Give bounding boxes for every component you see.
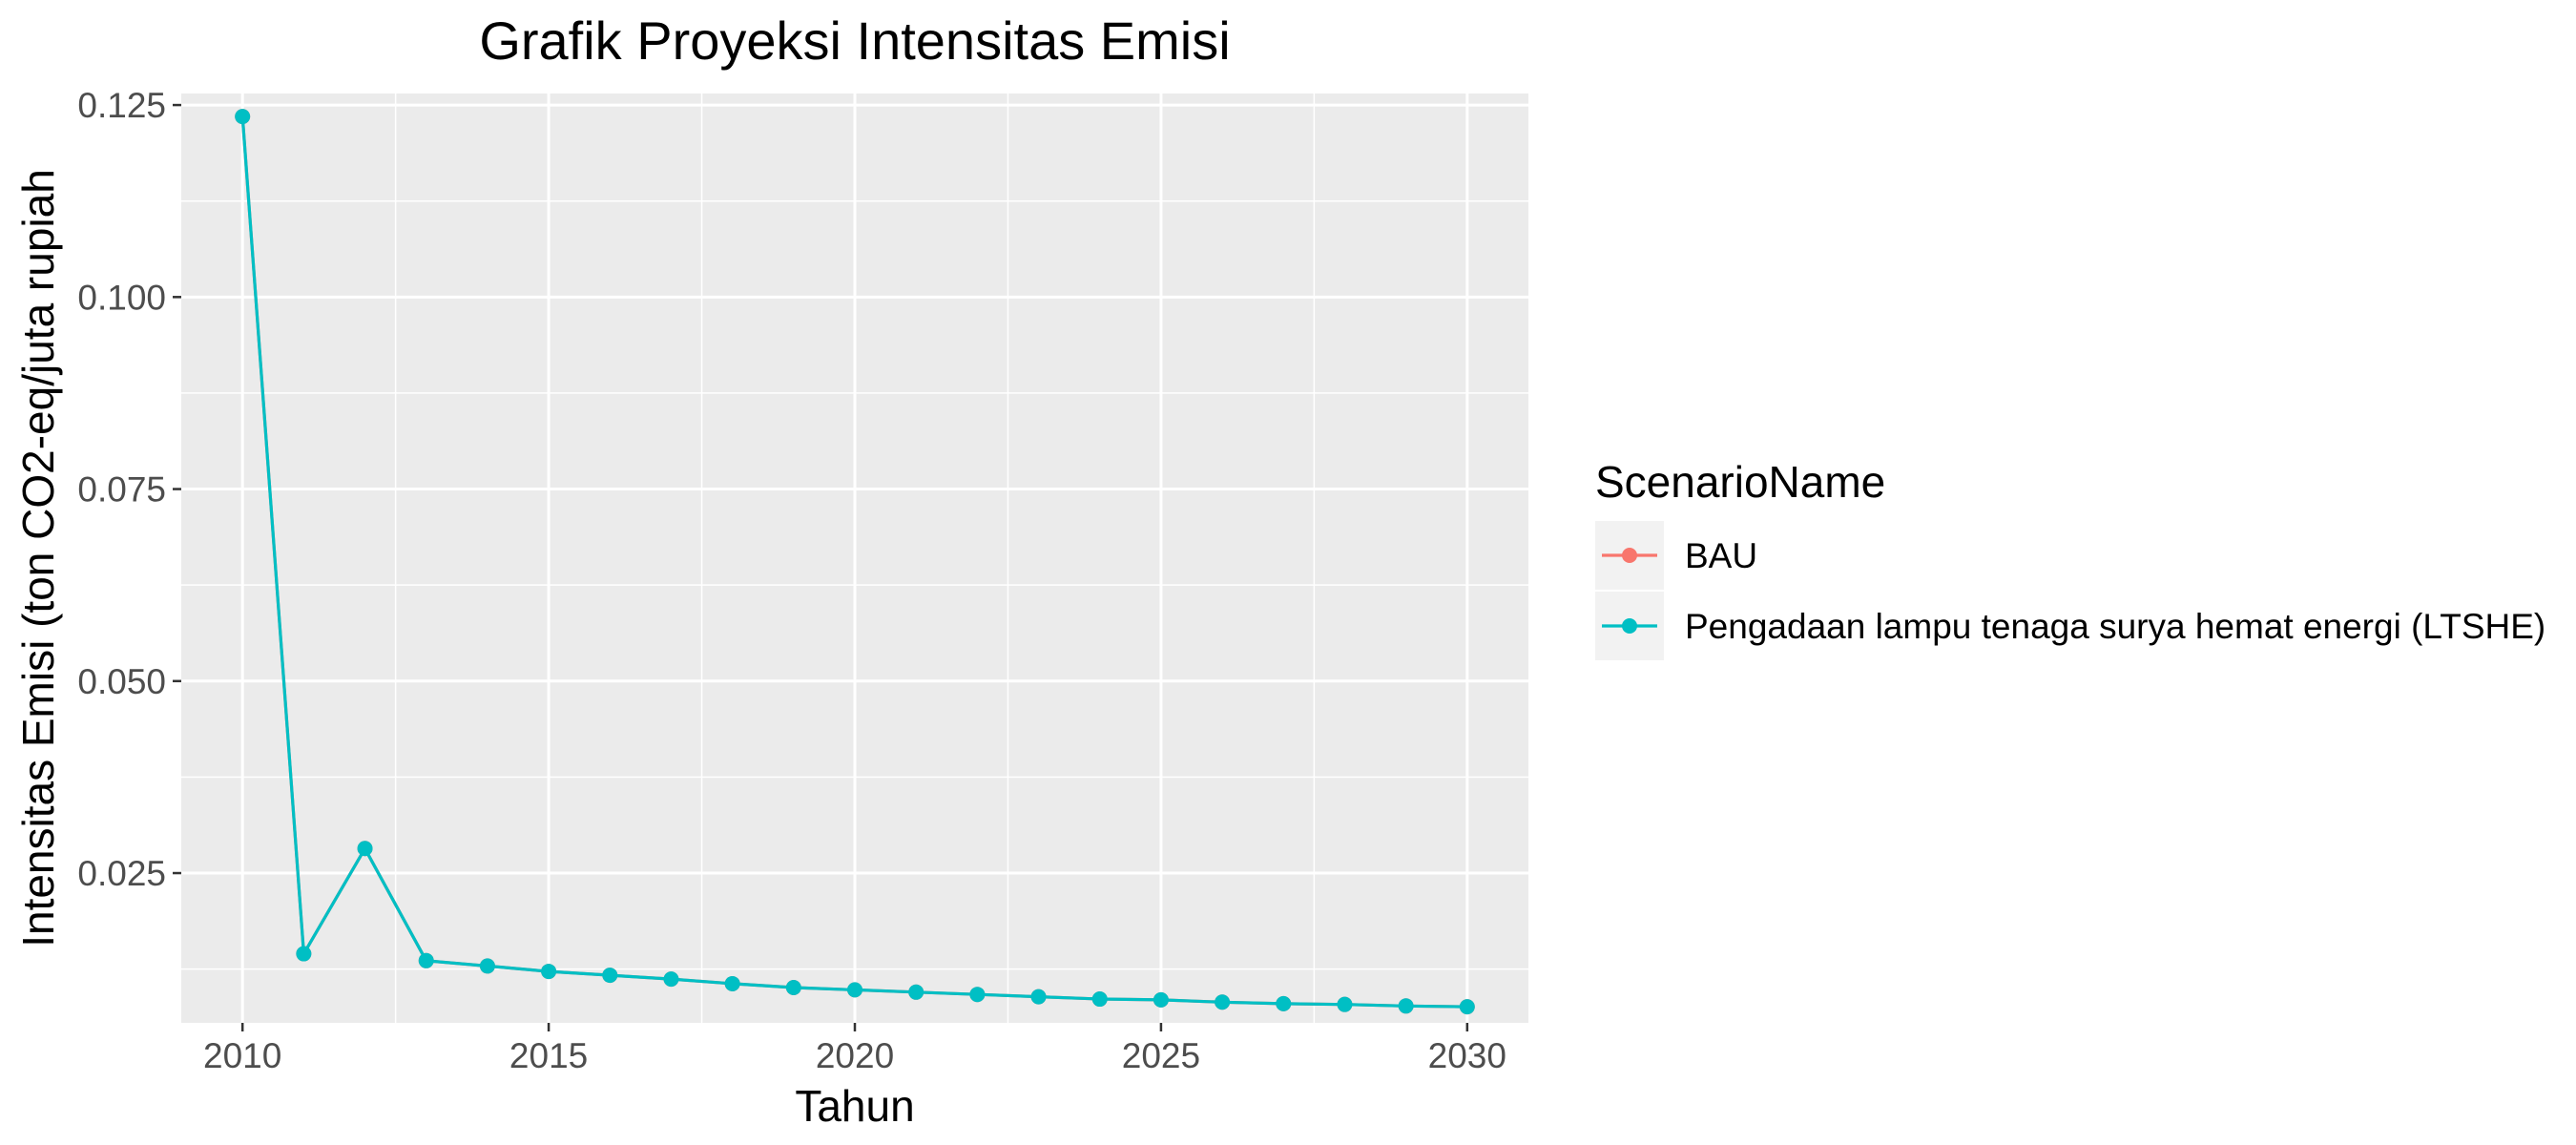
data-point bbox=[1398, 998, 1414, 1014]
x-tick-label: 2025 bbox=[1122, 1036, 1200, 1075]
data-point bbox=[1337, 996, 1353, 1012]
major-gridlines bbox=[181, 94, 1528, 1023]
x-tick-labels: 2010 2015 2020 2025 2030 bbox=[203, 1036, 1506, 1075]
series-layer bbox=[235, 109, 1475, 1015]
legend-items: BAU Pengadaan lampu tenaga surya hemat en… bbox=[1595, 521, 2545, 660]
axis-ticks bbox=[173, 103, 1469, 1031]
y-tick-label: 0.100 bbox=[77, 278, 166, 317]
y-tick-label: 0.075 bbox=[77, 470, 166, 510]
legend-label: BAU bbox=[1685, 536, 1757, 575]
y-axis-title: Intensitas Emisi (ton CO2-eq/juta rupiah bbox=[13, 169, 63, 947]
legend-key-point bbox=[1622, 548, 1637, 563]
data-point bbox=[847, 982, 862, 998]
data-point bbox=[541, 964, 557, 980]
data-point bbox=[479, 958, 495, 974]
legend-label: Pengadaan lampu tenaga surya hemat energ… bbox=[1685, 607, 2545, 646]
data-point bbox=[1215, 994, 1231, 1010]
legend-title: ScenarioName bbox=[1595, 457, 1885, 507]
data-point bbox=[1030, 989, 1047, 1005]
data-point bbox=[235, 109, 251, 125]
x-tick-label: 2015 bbox=[509, 1036, 588, 1075]
x-tick-label: 2010 bbox=[203, 1036, 281, 1075]
legend-item: Pengadaan lampu tenaga surya hemat energ… bbox=[1595, 592, 2545, 660]
legend-key-point bbox=[1622, 618, 1637, 634]
data-point bbox=[296, 946, 312, 962]
data-point bbox=[418, 952, 434, 968]
data-point bbox=[663, 971, 679, 988]
data-point bbox=[357, 841, 373, 857]
legend-item: BAU bbox=[1595, 521, 1757, 590]
data-point bbox=[602, 968, 618, 984]
data-point bbox=[1459, 999, 1475, 1015]
x-tick-label: 2030 bbox=[1428, 1036, 1506, 1075]
y-tick-label: 0.050 bbox=[77, 662, 166, 701]
data-point bbox=[785, 979, 801, 995]
data-point bbox=[908, 984, 924, 1000]
data-point bbox=[1091, 991, 1108, 1008]
x-tick-label: 2020 bbox=[816, 1036, 894, 1075]
data-point bbox=[1153, 991, 1169, 1008]
y-tick-label: 0.125 bbox=[77, 86, 166, 125]
chart-title: Grafik Proyeksi Intensitas Emisi bbox=[479, 10, 1230, 71]
series-1 bbox=[235, 109, 1475, 1015]
data-point bbox=[724, 975, 740, 991]
x-axis-title: Tahun bbox=[795, 1081, 914, 1131]
y-tick-labels: 0.025 0.050 0.075 0.100 0.125 bbox=[77, 86, 166, 893]
data-point bbox=[1276, 995, 1292, 1011]
legend: ScenarioName BAU Pengadaan lampu tenaga s… bbox=[1595, 457, 2545, 660]
y-tick-label: 0.025 bbox=[77, 854, 166, 893]
data-point bbox=[969, 987, 986, 1003]
